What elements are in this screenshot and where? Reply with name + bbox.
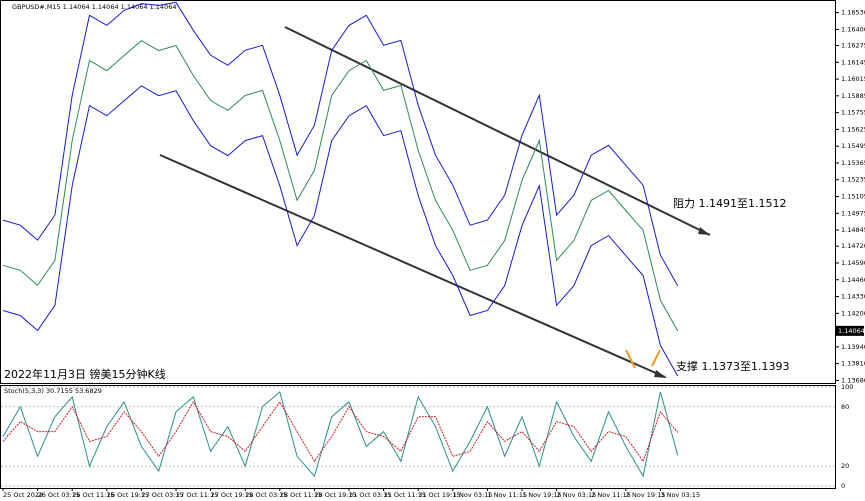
x-tick-label: 26 Oct 03:15: [38, 491, 80, 499]
x-tick-label: 25 Oct 2022: [3, 491, 43, 499]
price-line: [2, 1, 679, 286]
x-tick-label: 2 Nov 19:15: [626, 491, 666, 499]
y-tick-label: 1.16275: [841, 42, 865, 50]
y-tick-label: 1.16530: [841, 9, 865, 17]
resistance-line: [284, 26, 711, 236]
stoch-title: Stoch(5,3,3) 30.7155 53.6829: [4, 387, 102, 395]
stoch-tick-label: 20: [841, 462, 849, 470]
stoch-panel: [0, 385, 836, 489]
stoch-line: [2, 400, 679, 463]
y-tick-label: 1.13810: [841, 360, 865, 368]
price-line: [2, 85, 679, 377]
y-tick-label: 1.13680: [841, 376, 865, 384]
x-tick-label: 1 Nov 03:15: [453, 491, 493, 499]
orange-arrows: [625, 349, 661, 369]
resistance-label: 阻力 1.1491至1.1512: [673, 197, 786, 210]
x-tick-label: 31 Oct 11:15: [384, 491, 426, 499]
x-tick-label: 2 Nov 11:15: [591, 491, 631, 499]
current-price-box: [836, 325, 864, 336]
y-tick-label: 1.15235: [841, 176, 865, 184]
y-tick-label: 1.14845: [841, 226, 865, 234]
x-tick-label: 28 Oct 11:15: [280, 491, 322, 499]
y-tick-label: 1.14975: [841, 209, 865, 217]
support-label: 支撑 1.1373至1.1393: [676, 359, 789, 373]
support-line: [159, 154, 666, 378]
x-tick-label: 31 Oct 19:15: [418, 491, 460, 499]
y-tick-label: 1.15625: [841, 125, 865, 133]
y-tick-label: 1.15365: [841, 159, 865, 167]
chart-caption: 2022年11月3日 镑美15分钟K线: [4, 367, 166, 381]
y-tick-label: 1.14460: [841, 276, 865, 284]
x-tick-label: 27 Oct 11:15: [176, 491, 218, 499]
x-tick-label: 26 Oct 11:15: [72, 491, 114, 499]
stoch-line: [2, 391, 679, 478]
x-tick-label: 26 Oct 19:15: [107, 491, 149, 499]
arrow-head: [654, 370, 667, 378]
x-tick-label: 3 Nov 03:15: [660, 491, 700, 499]
y-tick-label: 1.16015: [841, 75, 865, 83]
main-panel: [0, 0, 836, 384]
y-tick-label: 1.13940: [841, 343, 865, 351]
x-tick-label: 1 Nov 19:15: [522, 491, 562, 499]
x-tick-label: 2 Nov 03:15: [557, 491, 597, 499]
x-tick-label: 1 Nov 11:15: [487, 491, 527, 499]
y-tick-label: 1.15885: [841, 92, 865, 100]
x-tick-label: 28 Oct 03:15: [245, 491, 287, 499]
y-tick-label: 1.14720: [841, 242, 865, 250]
arrow-head: [698, 227, 710, 235]
stoch-tick-label: 80: [841, 403, 849, 411]
x-tick-label: 27 Oct 19:15: [211, 491, 253, 499]
y-tick-label: 1.16400: [841, 25, 865, 33]
current-price-label: 1.14064: [838, 327, 865, 335]
stoch-tick-label: 0: [841, 482, 845, 490]
stoch-tick-label: 100: [841, 383, 853, 391]
chart-title: GBPUSD#,M15 1.14064 1.14064 1.14064 1.14…: [12, 3, 176, 11]
y-tick-label: 1.15755: [841, 109, 865, 117]
y-tick-label: 1.16145: [841, 58, 865, 66]
y-tick-label: 1.14590: [841, 259, 865, 267]
y-tick-label: 1.15495: [841, 142, 865, 150]
x-tick-label: 31 Oct 03:15: [349, 491, 391, 499]
x-tick-label: 28 Oct 19:15: [314, 491, 356, 499]
y-tick-label: 1.14330: [841, 293, 865, 301]
price-line: [2, 39, 679, 332]
x-tick-label: 27 Oct 03:15: [141, 491, 183, 499]
y-tick-label: 1.14200: [841, 309, 865, 317]
y-tick-label: 1.15105: [841, 193, 865, 201]
